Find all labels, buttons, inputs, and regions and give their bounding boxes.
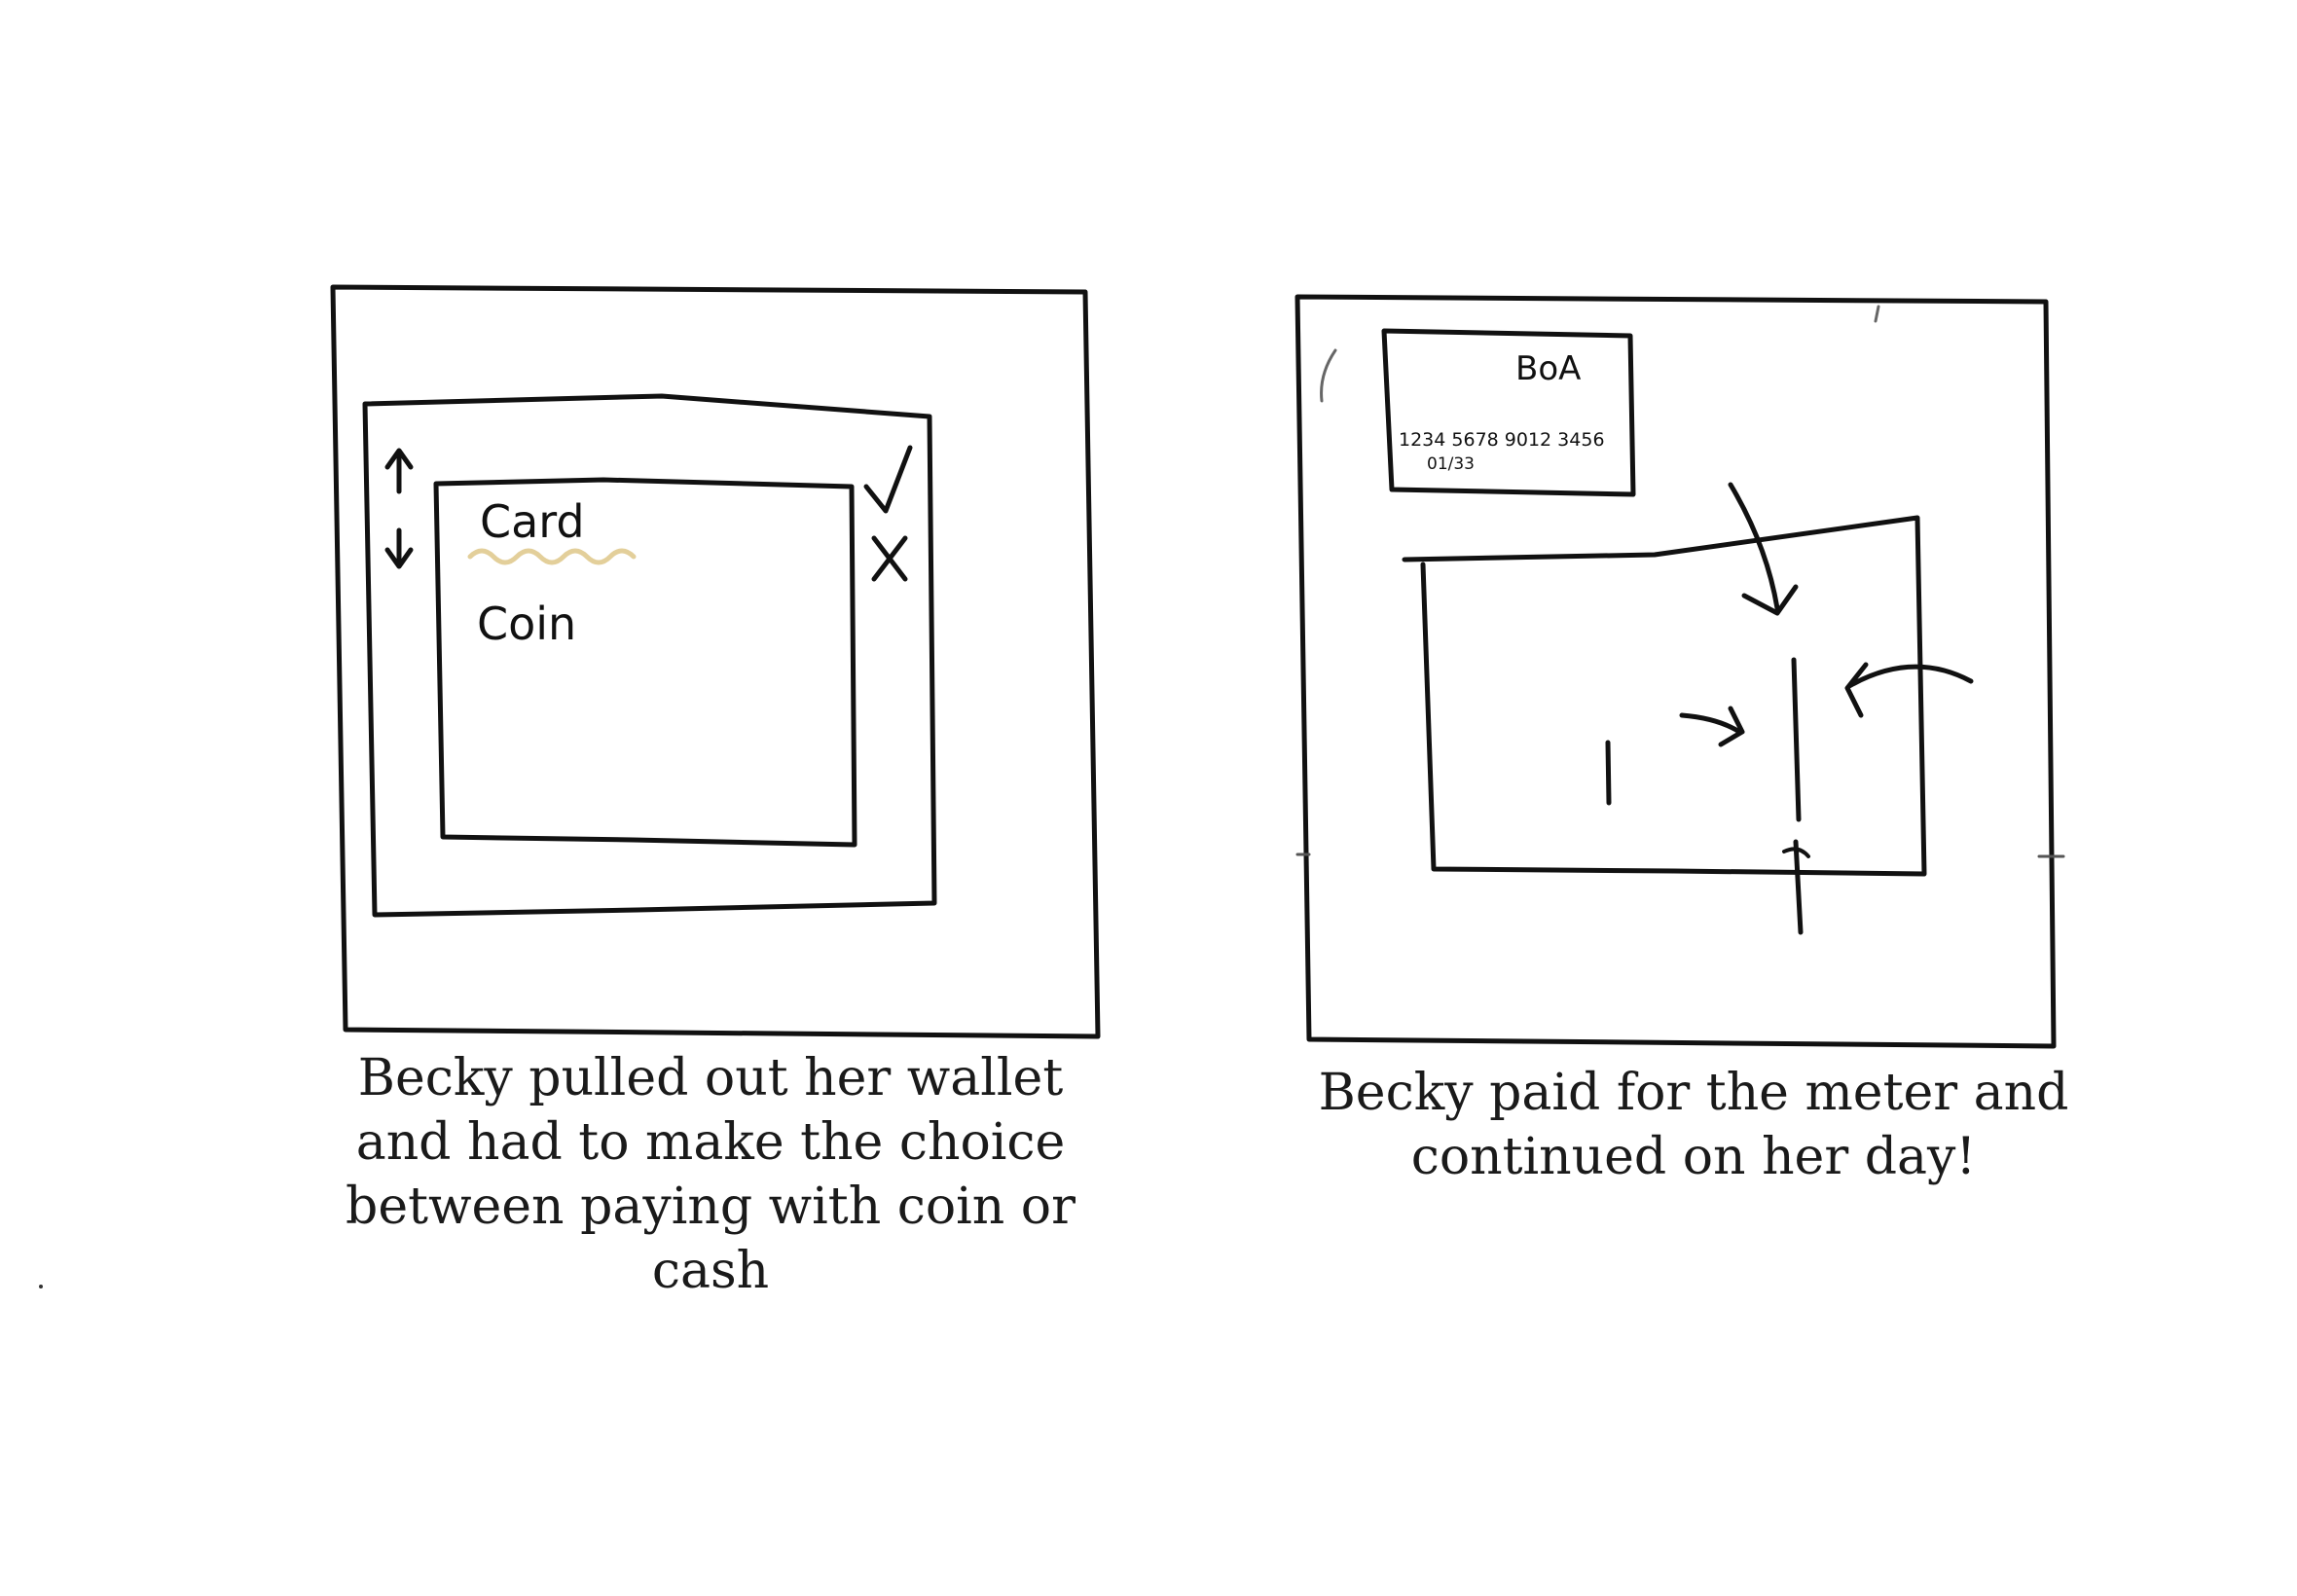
screen-option-card: Card bbox=[480, 495, 585, 548]
panel-1-frame bbox=[330, 284, 1101, 1039]
screen-option-coin: Coin bbox=[477, 598, 576, 650]
payment-card bbox=[1381, 328, 1636, 497]
card-expiry: 01/33 bbox=[1427, 454, 1475, 474]
meter-mark bbox=[1605, 740, 1612, 806]
meter-body bbox=[1402, 515, 1927, 877]
meter-device bbox=[362, 393, 937, 918]
panel-2-frame bbox=[1294, 294, 2057, 1049]
arrow-icon bbox=[1679, 706, 1745, 747]
checkmark-icon bbox=[863, 445, 913, 514]
sketch-mark bbox=[1874, 305, 1880, 323]
arrow-icon bbox=[1728, 482, 1799, 616]
card-slot bbox=[1791, 657, 1802, 822]
sketch-mark bbox=[1793, 839, 1804, 935]
selected-option-highlight bbox=[467, 548, 637, 565]
arrow-icon bbox=[1844, 662, 1974, 718]
panel-2: BoA 1234 5678 9012 3456 01/33 bbox=[1294, 294, 2065, 1049]
sketch-mark bbox=[1320, 348, 1337, 403]
panel-1: Card Coin bbox=[330, 284, 1101, 1039]
sketch-mark bbox=[1782, 847, 1810, 858]
meter-screen bbox=[433, 477, 857, 848]
arrow-down-icon bbox=[384, 527, 414, 569]
arrow-up-icon bbox=[384, 448, 414, 494]
card-brand: BoA bbox=[1515, 349, 1581, 388]
panel-2-caption: Becky paid for the meter and continued o… bbox=[1318, 1064, 2069, 1186]
sketch-dot bbox=[39, 1285, 43, 1288]
card-number: 1234 5678 9012 3456 bbox=[1399, 429, 1605, 451]
x-mark-icon bbox=[871, 535, 908, 582]
panel-1-caption: Becky pulled out her wallet and had to m… bbox=[346, 1049, 1076, 1300]
